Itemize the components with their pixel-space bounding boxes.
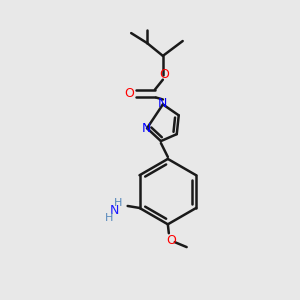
Text: N: N <box>158 97 168 110</box>
Text: O: O <box>166 234 176 247</box>
Text: H: H <box>105 213 113 223</box>
Text: O: O <box>159 68 169 81</box>
Text: N: N <box>141 122 151 135</box>
Text: H: H <box>113 198 122 208</box>
Text: O: O <box>124 87 134 100</box>
Text: N: N <box>110 204 119 218</box>
